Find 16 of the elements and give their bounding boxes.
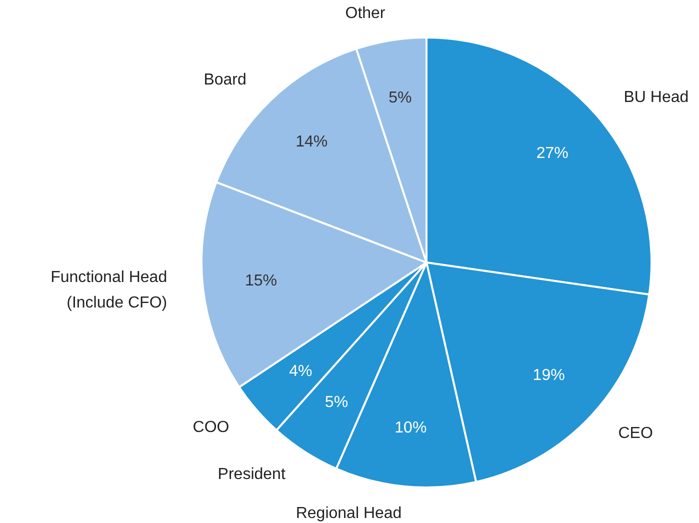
slice-label: Regional Head bbox=[296, 504, 402, 522]
slice-label: President bbox=[218, 466, 286, 483]
data-label: 15% bbox=[245, 272, 278, 290]
data-label: 19% bbox=[532, 366, 565, 384]
slice-label: Functional Head (Include CFO) bbox=[50, 269, 168, 312]
slice-label: Board bbox=[204, 72, 246, 89]
data-label: 5% bbox=[324, 394, 348, 412]
data-label: 27% bbox=[536, 144, 568, 162]
data-label: 5% bbox=[388, 90, 412, 107]
slice-label: CEO bbox=[618, 424, 653, 442]
data-label: 10% bbox=[394, 420, 427, 437]
slice-label: BU Head bbox=[624, 88, 689, 106]
slice-label: COO bbox=[192, 419, 230, 436]
data-label: 14% bbox=[296, 134, 328, 150]
data-label: 4% bbox=[289, 363, 312, 380]
slice-label: Other bbox=[345, 5, 386, 22]
